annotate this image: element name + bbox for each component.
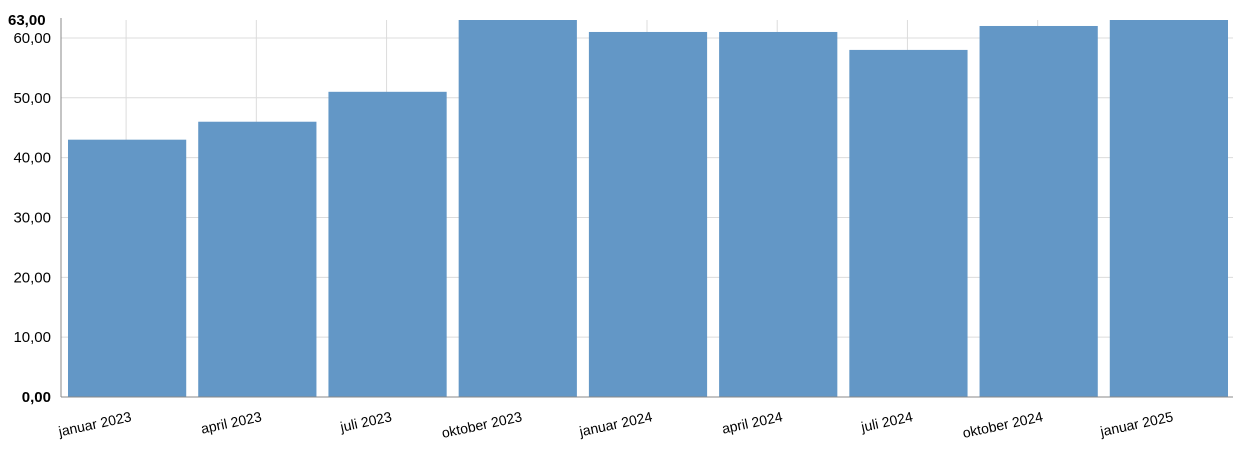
x-tick-label: januar 2024 [577,408,654,439]
bar[interactable] [588,31,708,397]
x-tick-label: april 2023 [199,408,263,436]
x-tick-label: juli 2024 [859,408,915,435]
bar[interactable] [1109,20,1228,397]
x-tick-label: juli 2023 [338,408,394,435]
y-tick-label: 30,00 [13,209,51,226]
bar[interactable] [849,49,968,398]
y-max-label: 63,00 [8,12,46,29]
x-tick-labels: januar 2023 april 2023 juli 2023 oktober 20… [56,408,1175,441]
y-tick-label: 20,00 [13,269,51,286]
y-tick-label: 50,00 [13,90,51,107]
bar[interactable] [328,91,447,398]
bars-layer [68,20,1228,398]
x-tick-label: april 2024 [720,408,784,436]
bar[interactable] [458,20,577,397]
bar[interactable] [68,139,187,397]
x-tick-label: januar 2025 [1098,408,1175,439]
bar[interactable] [198,121,317,397]
y-tick-label: 40,00 [13,150,51,167]
axis-layer [60,18,1233,398]
bar[interactable] [979,25,1098,397]
x-tick-label: oktober 2023 [440,408,523,441]
x-tick-label: oktober 2024 [961,408,1044,441]
x-tick-label: januar 2023 [56,408,133,439]
y-tick-label: 10,00 [13,329,51,346]
y-tick-label: 60,00 [13,30,51,47]
bar[interactable] [719,31,838,397]
y-tick-label: 0,00 [22,389,51,406]
